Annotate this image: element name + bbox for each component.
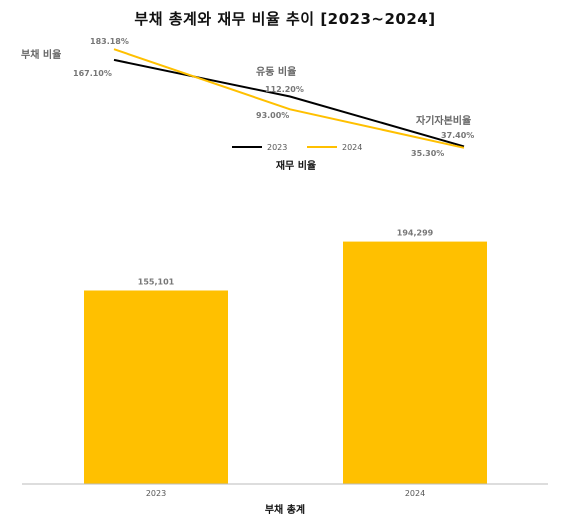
category-label-equity-ratio: 자기자본비율: [416, 114, 471, 127]
line-chart: 부채 비율 유동 비율 자기자본비율 183.18% 167.10% 112.2…: [21, 37, 474, 172]
series-line-2024: [113, 48, 465, 149]
bar-chart-x-axis-title: 부채 총계: [265, 503, 305, 516]
chart-title: 부채 총계와 재무 비율 추이 [2023~2024]: [134, 10, 436, 28]
legend-label-2024: 2024: [342, 143, 362, 152]
legend-label-2023: 2023: [267, 143, 287, 152]
data-label-2023-debt-ratio: 167.10%: [73, 69, 112, 78]
bar-2024: [343, 241, 487, 484]
category-label-debt-ratio: 부채 비율: [21, 48, 61, 61]
bar-tick-label-2023: 2023: [146, 489, 166, 498]
bar-tick-label-2024: 2024: [405, 489, 425, 498]
bar-value-label-2023: 155,101: [138, 277, 175, 286]
bar-2023: [84, 290, 228, 484]
data-label-2023-current-ratio: 112.20%: [265, 85, 304, 94]
data-label-2024-equity-ratio: 35.30%: [411, 149, 444, 158]
line-chart-x-axis-title: 재무 비율: [276, 159, 316, 172]
data-label-2023-equity-ratio: 37.40%: [441, 131, 474, 140]
bar-chart: 155,101 194,299 2023 2024 부채 총계: [22, 229, 548, 516]
data-label-2024-current-ratio: 93.00%: [256, 111, 289, 120]
bar-value-label-2024: 194,299: [397, 229, 434, 238]
series-line-2023: [113, 58, 465, 148]
data-label-2024-debt-ratio: 183.18%: [90, 37, 129, 46]
category-label-current-ratio: 유동 비율: [256, 65, 296, 78]
